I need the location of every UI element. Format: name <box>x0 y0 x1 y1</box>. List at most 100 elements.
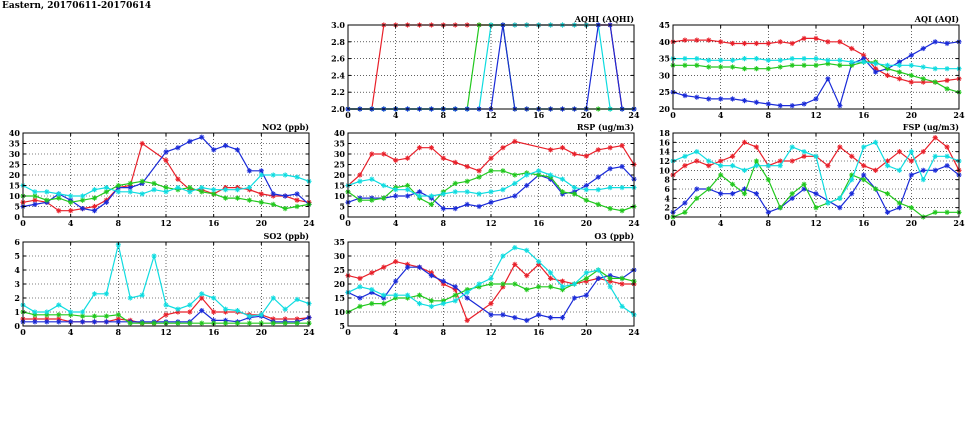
data-point <box>175 320 181 326</box>
data-point <box>32 201 38 207</box>
data-point <box>849 59 855 65</box>
data-point <box>896 167 903 173</box>
data-point <box>175 145 181 151</box>
x-tick-label: 20 <box>256 218 268 228</box>
data-point <box>801 149 807 155</box>
data-point <box>718 64 724 70</box>
data-point <box>488 281 494 287</box>
x-tick-label: 24 <box>628 327 640 337</box>
data-point <box>706 96 712 102</box>
data-point <box>488 275 494 281</box>
data-point <box>258 172 264 178</box>
data-point <box>211 295 217 301</box>
data-point <box>801 153 807 159</box>
data-point <box>559 315 566 321</box>
data-point <box>559 284 566 290</box>
data-point <box>583 275 589 281</box>
data-point <box>416 292 423 298</box>
y-tick-label: 30 <box>9 149 21 159</box>
data-point <box>428 201 435 207</box>
data-point <box>813 153 819 159</box>
data-point <box>500 168 506 174</box>
data-point <box>932 167 938 173</box>
data-point <box>908 52 914 58</box>
data-point <box>404 193 411 199</box>
data-point <box>282 320 288 326</box>
y-tick-label: 5 <box>14 202 20 212</box>
data-point <box>139 320 145 326</box>
data-point <box>294 320 300 326</box>
data-point <box>884 72 891 78</box>
x-tick-label: 4 <box>393 110 399 120</box>
x-tick-label: 12 <box>160 327 171 337</box>
chart-title: AQI (AQI) <box>914 14 959 24</box>
data-point <box>932 79 938 85</box>
y-tick-label: 20 <box>9 170 21 180</box>
data-point <box>56 319 62 325</box>
data-point <box>682 163 688 169</box>
data-point <box>595 275 601 281</box>
y-tick-label: 12 <box>659 156 670 166</box>
data-point <box>404 155 411 161</box>
y-tick-label: 35 <box>334 139 345 149</box>
data-point <box>127 189 133 195</box>
data-point <box>547 275 554 281</box>
y-tick-label: 6 <box>14 237 20 247</box>
data-point <box>706 163 712 169</box>
data-point <box>896 149 903 155</box>
x-tick-label: 16 <box>208 327 220 337</box>
data-point <box>393 187 399 193</box>
data-point <box>56 191 62 197</box>
x-tick-label: 4 <box>68 218 74 228</box>
data-point <box>607 284 613 290</box>
data-point <box>765 177 771 183</box>
y-tick-label: 0 <box>14 212 20 222</box>
data-point <box>404 264 411 270</box>
chart-title: AQHI (AQHI) <box>574 14 635 24</box>
data-point <box>369 301 375 307</box>
data-point <box>369 197 375 203</box>
data-point <box>789 40 795 47</box>
data-point <box>837 39 843 45</box>
data-point <box>920 167 926 173</box>
data-point <box>753 158 760 164</box>
data-point <box>682 37 688 43</box>
data-point <box>91 319 98 325</box>
data-point <box>607 185 613 191</box>
x-tick-label: 8 <box>441 110 447 120</box>
chart-title: O3 (ppb) <box>594 231 634 241</box>
data-point <box>234 195 241 201</box>
data-point <box>404 187 411 193</box>
data-point <box>896 200 903 206</box>
data-point <box>884 163 891 169</box>
data-point <box>357 295 363 301</box>
data-point <box>103 291 110 297</box>
data-point <box>944 144 950 150</box>
data-point <box>777 39 783 45</box>
data-point <box>258 312 264 318</box>
data-point <box>619 143 625 149</box>
data-point <box>896 69 903 75</box>
data-point <box>416 264 423 270</box>
data-point <box>222 195 229 201</box>
data-point <box>163 302 169 308</box>
data-point <box>464 317 470 323</box>
data-point <box>464 189 470 195</box>
x-tick-label: 20 <box>581 327 593 337</box>
data-point <box>282 206 288 212</box>
data-point <box>872 186 879 192</box>
y-tick-label: 18 <box>659 128 671 138</box>
data-point <box>694 158 700 164</box>
data-point <box>103 185 110 191</box>
data-point <box>932 135 938 141</box>
data-point <box>199 291 205 297</box>
data-point <box>908 205 914 211</box>
data-point <box>849 45 855 52</box>
data-point <box>729 153 736 159</box>
data-point <box>765 101 771 107</box>
y-tick-label: 2.4 <box>331 70 345 80</box>
data-point <box>512 172 518 178</box>
data-point <box>103 199 110 205</box>
